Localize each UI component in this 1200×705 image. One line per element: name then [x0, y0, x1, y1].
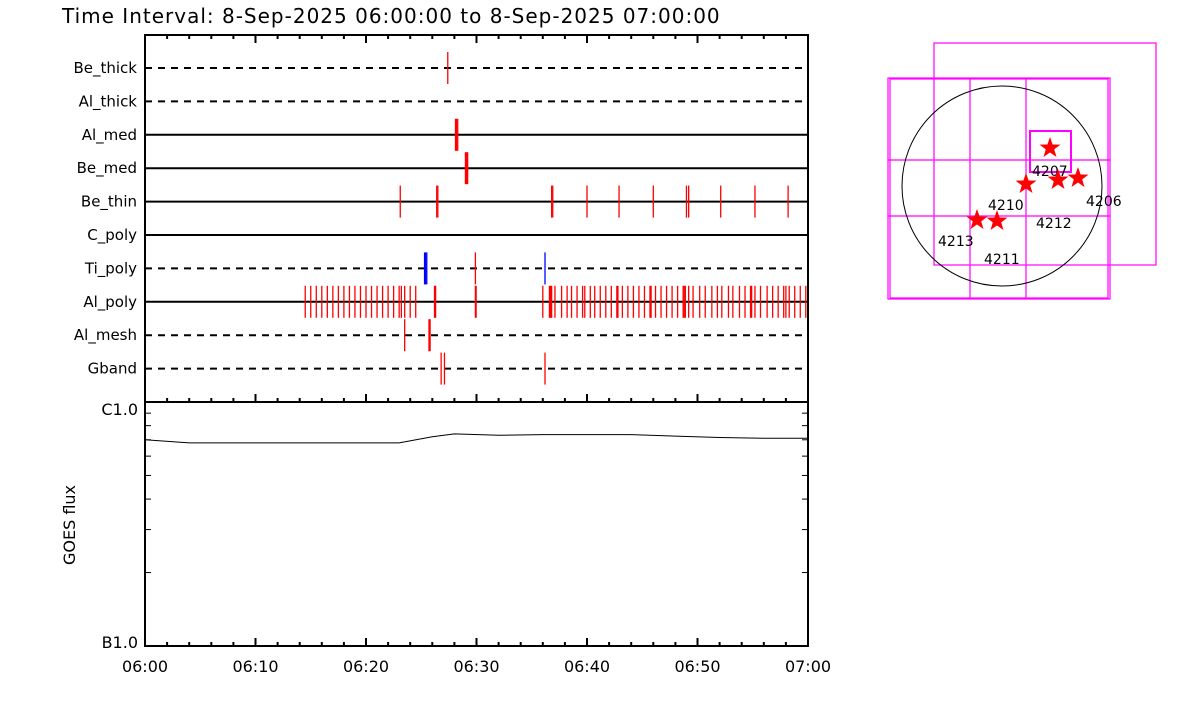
x-tick-label: 06:00 [122, 657, 168, 676]
x-tick-label: 06:30 [453, 657, 499, 676]
active-region-marker: 4212 [1036, 169, 1072, 232]
region-label: 4206 [1086, 194, 1122, 210]
timeline-panel: Be_thick Al_thick Al_med Be_med Be_thin C_pol… [73, 34, 809, 403]
region-label: 4211 [984, 252, 1020, 268]
active-region-marker: 4211 [984, 210, 1020, 268]
row-label-al_thick: Al_thick [79, 92, 138, 111]
x-tick-label: 06:20 [343, 657, 389, 676]
goes-flux-line [144, 433, 808, 444]
active-region-marker: 4206 [1067, 167, 1122, 210]
fov-box-large [933, 42, 1157, 266]
region-label: 4213 [938, 234, 974, 250]
active-region-marker: 4210 [988, 173, 1037, 214]
star-icon [1039, 137, 1061, 157]
row-label-al_poly: Al_poly [83, 293, 137, 312]
region-label: 4210 [988, 198, 1024, 214]
active-region-marker: 4213 [938, 209, 988, 250]
x-tick-label: 06:40 [564, 657, 610, 676]
row-label-be_med: Be_med [77, 159, 137, 178]
solar-disk-limb [901, 85, 1103, 287]
row-label-ti_poly: Ti_poly [84, 259, 137, 278]
row-label-al_med: Al_med [82, 126, 137, 145]
row-label-be_thin: Be_thin [81, 193, 137, 212]
y-tick-label: C1.0 [101, 400, 138, 419]
time-interval-title: Time Interval: 8-Sep-2025 06:00:00 to 8-… [61, 4, 721, 28]
active-region-marker: 4207 [1032, 137, 1068, 180]
y-tick-label: B1.0 [102, 633, 138, 652]
sun-map [887, 42, 1157, 300]
y-axis-label: GOES flux [60, 485, 79, 565]
row-label-al_mesh: Al_mesh [74, 326, 137, 345]
region-label: 4212 [1036, 216, 1072, 232]
active-regions: 4207 4210 4212 4206 4213 4211 [938, 137, 1122, 268]
fov-grid-box [887, 77, 1111, 300]
row-label-c_poly: C_poly [87, 226, 137, 245]
goes-frame [144, 401, 809, 647]
row-label-be_thick: Be_thick [73, 59, 137, 78]
row-label-gband: Gband [88, 360, 137, 378]
x-tick-label: 07:00 [785, 657, 831, 676]
x-tick-label: 06:50 [674, 657, 720, 676]
goes-panel: 06:00 06:10 06:20 06:30 06:40 06:50 07:00 B1.0 C… [60, 400, 831, 676]
x-tick-label: 06:10 [232, 657, 278, 676]
fov-grid-box-inner [889, 78, 1109, 299]
timeline-frame [144, 34, 809, 403]
fov-box-small [1029, 130, 1072, 173]
